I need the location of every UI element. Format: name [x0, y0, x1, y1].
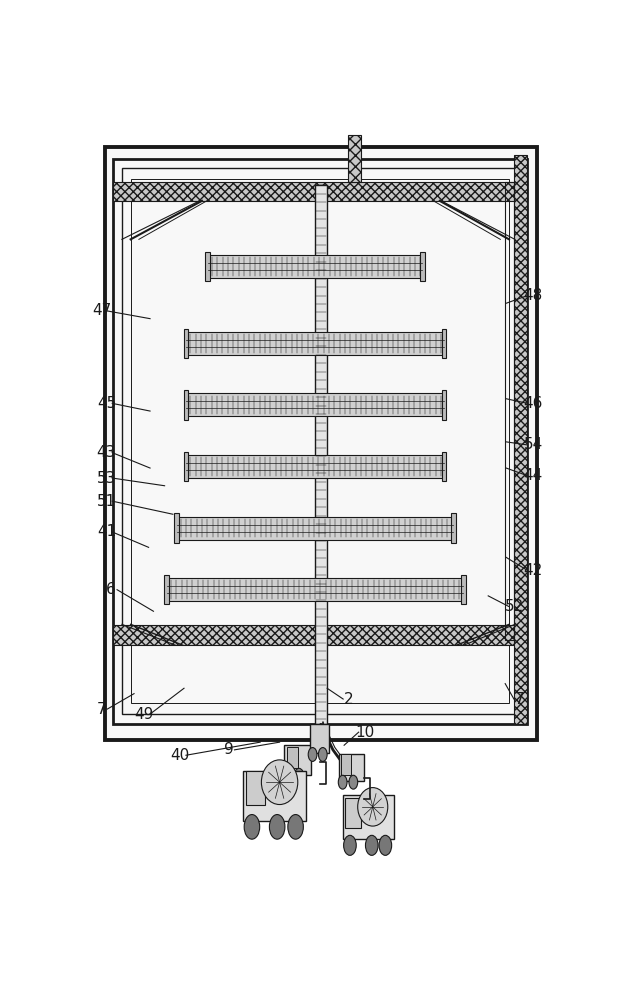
Bar	[174, 513, 178, 543]
Bar	[164, 575, 169, 604]
Text: 48: 48	[524, 288, 543, 303]
Bar	[205, 252, 210, 281]
Text: 51: 51	[97, 494, 116, 509]
Bar	[113, 158, 526, 724]
Circle shape	[294, 768, 304, 784]
Circle shape	[288, 815, 304, 839]
Circle shape	[319, 748, 327, 761]
Bar	[441, 329, 446, 358]
Bar	[514, 155, 527, 724]
Circle shape	[244, 815, 260, 839]
Circle shape	[308, 748, 317, 761]
Circle shape	[283, 768, 293, 784]
Ellipse shape	[357, 788, 387, 826]
Text: 45: 45	[97, 396, 116, 411]
Bar	[339, 754, 364, 781]
Text: 49: 49	[134, 707, 153, 722]
Bar	[451, 513, 456, 543]
Bar	[105, 147, 536, 740]
Bar	[187, 455, 444, 478]
Circle shape	[338, 775, 347, 789]
Bar	[187, 332, 444, 355]
Text: 47: 47	[92, 303, 111, 318]
Text: 52: 52	[505, 599, 525, 614]
Bar	[461, 575, 466, 604]
Bar	[167, 578, 463, 601]
Text: 7: 7	[515, 692, 525, 707]
Bar	[177, 517, 453, 540]
Bar	[345, 798, 361, 828]
Bar	[122, 168, 517, 714]
Circle shape	[269, 815, 285, 839]
Bar	[113, 625, 526, 645]
Text: 41: 41	[97, 524, 116, 539]
Text: 42: 42	[524, 563, 543, 578]
Text: 44: 44	[524, 468, 543, 483]
Bar	[183, 390, 188, 420]
Bar	[287, 747, 297, 768]
Bar	[284, 745, 311, 774]
Bar	[183, 329, 188, 358]
Bar	[131, 179, 509, 703]
Bar	[208, 255, 422, 278]
Bar	[505, 182, 514, 640]
Text: 40: 40	[170, 748, 190, 763]
Circle shape	[349, 775, 357, 789]
Circle shape	[366, 835, 378, 855]
Circle shape	[344, 835, 356, 855]
Text: 43: 43	[96, 445, 116, 460]
Bar	[441, 452, 446, 481]
Text: 2: 2	[344, 692, 354, 707]
Bar	[341, 754, 351, 774]
Text: 10: 10	[355, 725, 374, 740]
Bar	[245, 771, 265, 805]
Bar	[183, 452, 188, 481]
Text: 9: 9	[223, 742, 233, 757]
Bar	[441, 390, 446, 420]
Bar	[310, 724, 329, 753]
Text: 54: 54	[524, 437, 543, 452]
Bar	[243, 771, 306, 821]
Bar	[315, 185, 327, 724]
Text: 46: 46	[523, 396, 543, 411]
Bar	[420, 252, 424, 281]
Ellipse shape	[262, 760, 298, 805]
Bar	[113, 182, 526, 201]
Text: 53: 53	[96, 471, 116, 486]
Bar	[342, 795, 394, 839]
Text: 7: 7	[97, 702, 106, 717]
Text: 6: 6	[106, 582, 116, 597]
Bar	[347, 135, 361, 182]
Circle shape	[379, 835, 392, 855]
Bar	[187, 393, 444, 416]
